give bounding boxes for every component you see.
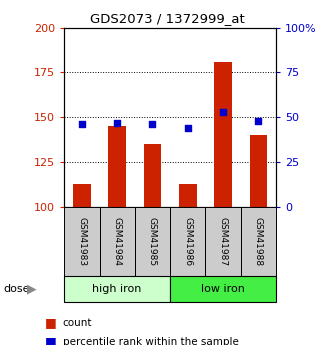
Text: low iron: low iron [201,284,245,294]
Bar [100,207,135,276]
Bar [249,135,267,207]
Point [115,120,120,126]
Text: ■: ■ [45,335,57,345]
Text: ■: ■ [45,316,57,329]
Text: GSM41987: GSM41987 [219,217,228,266]
Text: dose: dose [3,284,30,294]
Bar [170,207,205,276]
Bar [170,276,276,302]
Text: count: count [63,318,92,327]
Bar [108,126,126,207]
Text: GSM41985: GSM41985 [148,217,157,266]
Text: percentile rank within the sample: percentile rank within the sample [63,337,239,345]
Point [221,109,226,115]
Bar [143,144,161,207]
Point [256,118,261,124]
Text: high iron: high iron [92,284,142,294]
Text: GSM41988: GSM41988 [254,217,263,266]
Point [79,122,84,127]
Point [185,125,190,131]
Text: GSM41983: GSM41983 [77,217,86,266]
Point [150,122,155,127]
Text: GDS2073 / 1372999_at: GDS2073 / 1372999_at [90,12,244,25]
Bar [64,207,100,276]
Bar [64,276,170,302]
Text: GSM41984: GSM41984 [113,217,122,266]
Bar [214,62,232,207]
Bar [179,184,196,207]
Bar [73,184,91,207]
Bar [135,207,170,276]
Text: GSM41986: GSM41986 [183,217,192,266]
Bar [241,207,276,276]
Text: ▶: ▶ [27,283,37,295]
Bar [205,207,241,276]
